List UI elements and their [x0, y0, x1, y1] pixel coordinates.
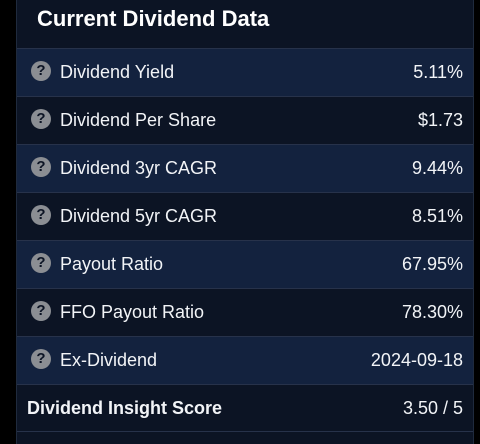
card-title: Current Dividend Data [37, 6, 270, 31]
question-circle-icon[interactable]: ? [31, 156, 51, 177]
score-label: Dividend Insight Score [27, 397, 223, 418]
row-value: $1.73 [417, 110, 463, 130]
question-circle-icon[interactable]: ? [31, 300, 51, 321]
row-dividend-insight-score: Dividend Insight Score 3.50 / 5 [17, 384, 473, 432]
dividend-table: ? Dividend Yield 5.11% ? Dividend Per Sh… [17, 48, 473, 432]
question-circle-icon[interactable]: ? [31, 252, 51, 273]
row-value: 8.51% [411, 206, 463, 226]
dividend-card: Current Dividend Data ? Dividend Yield 5… [16, 0, 474, 444]
question-circle-icon[interactable]: ? [31, 348, 51, 369]
row-label: Dividend Yield [60, 62, 175, 82]
row-label: Dividend 3yr CAGR [60, 158, 218, 178]
row-value: 5.11% [413, 62, 463, 82]
row-value: 67.95% [401, 254, 463, 274]
row-ex-dividend: ? Ex-Dividend 2024-09-18 [17, 336, 473, 384]
row-label: Payout Ratio [60, 254, 164, 274]
row-value: 9.44% [411, 158, 463, 178]
row-dividend-3yr-cagr: ? Dividend 3yr CAGR 9.44% [17, 144, 473, 192]
row-label: FFO Payout Ratio [60, 302, 205, 322]
row-dividend-5yr-cagr: ? Dividend 5yr CAGR 8.51% [17, 192, 473, 240]
row-value: 78.30% [401, 302, 463, 322]
row-dividend-yield: ? Dividend Yield 5.11% [17, 48, 473, 96]
row-label: Dividend Per Share [60, 110, 217, 130]
row-payout-ratio: ? Payout Ratio 67.95% [17, 240, 473, 288]
row-ffo-payout-ratio: ? FFO Payout Ratio 78.30% [17, 288, 473, 336]
row-dividend-per-share: ? Dividend Per Share $1.73 [17, 96, 473, 144]
question-circle-icon[interactable]: ? [31, 108, 51, 129]
question-circle-icon[interactable]: ? [31, 204, 51, 225]
question-circle-icon[interactable]: ? [31, 60, 51, 81]
score-value: 3.50 / 5 [402, 397, 463, 418]
row-value: 2024-09-18 [370, 350, 463, 370]
row-label: Dividend 5yr CAGR [60, 206, 218, 226]
row-label: Ex-Dividend [60, 350, 158, 370]
